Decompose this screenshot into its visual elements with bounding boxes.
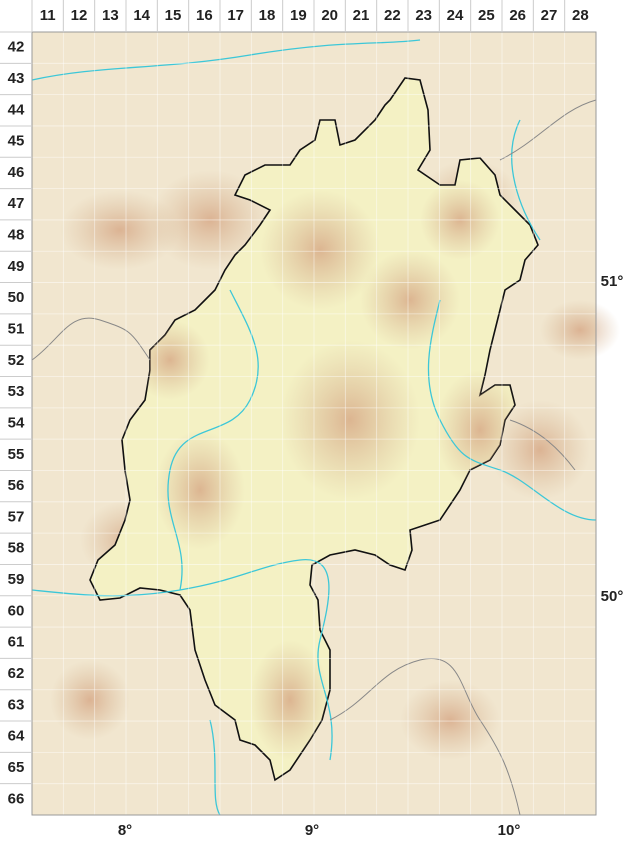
row-label: 48 xyxy=(8,227,25,244)
row-label: 42 xyxy=(8,39,25,56)
row-label: 46 xyxy=(8,164,25,181)
row-label: 54 xyxy=(8,414,25,431)
row-label: 64 xyxy=(8,728,25,745)
row-label: 63 xyxy=(8,696,25,713)
rivers xyxy=(31,39,597,816)
column-label: 17 xyxy=(227,7,244,24)
row-label: 59 xyxy=(8,571,25,588)
column-label: 12 xyxy=(71,7,88,24)
column-label: 14 xyxy=(133,7,150,24)
column-label: 20 xyxy=(321,7,338,24)
longitude-label: 10° xyxy=(498,822,521,839)
row-label: 53 xyxy=(8,383,25,400)
column-label: 27 xyxy=(541,7,558,24)
column-label: 28 xyxy=(572,7,589,24)
row-label: 66 xyxy=(8,790,25,807)
column-label: 18 xyxy=(259,7,276,24)
latitude-label: 51° xyxy=(601,273,624,290)
row-label: 50 xyxy=(8,289,25,306)
column-label: 24 xyxy=(447,7,464,24)
column-label: 16 xyxy=(196,7,213,24)
row-label: 58 xyxy=(8,540,25,557)
row-label: 65 xyxy=(8,759,25,776)
longitude-label: 9° xyxy=(305,822,319,839)
grid xyxy=(32,32,596,815)
row-label: 55 xyxy=(8,446,25,463)
latitude-label: 50° xyxy=(601,588,624,605)
labels: 11 12 13 14 15 16 17 18 19 20 21 22 23 24 25 26 27 28 42 43… xyxy=(0,0,623,839)
row-label: 60 xyxy=(8,602,25,619)
row-label: 56 xyxy=(8,477,25,494)
column-label: 21 xyxy=(353,7,370,24)
row-label: 43 xyxy=(8,70,25,87)
borders xyxy=(31,99,597,816)
row-label: 61 xyxy=(8,634,25,651)
column-label: 15 xyxy=(165,7,182,24)
row-label: 47 xyxy=(8,195,25,212)
column-label: 23 xyxy=(415,7,432,24)
row-label: 52 xyxy=(8,352,25,369)
row-label: 49 xyxy=(8,258,25,275)
column-label: 11 xyxy=(40,7,56,24)
row-label: 44 xyxy=(8,101,25,118)
column-label: 26 xyxy=(509,7,526,24)
column-label: 13 xyxy=(102,7,119,24)
column-label: 25 xyxy=(478,7,495,24)
column-label: 22 xyxy=(384,7,401,24)
row-label: 51 xyxy=(8,321,25,338)
row-label: 45 xyxy=(8,133,25,150)
row-label: 62 xyxy=(8,665,25,682)
column-label: 19 xyxy=(290,7,307,24)
longitude-label: 8° xyxy=(118,822,132,839)
row-label: 57 xyxy=(8,508,25,525)
